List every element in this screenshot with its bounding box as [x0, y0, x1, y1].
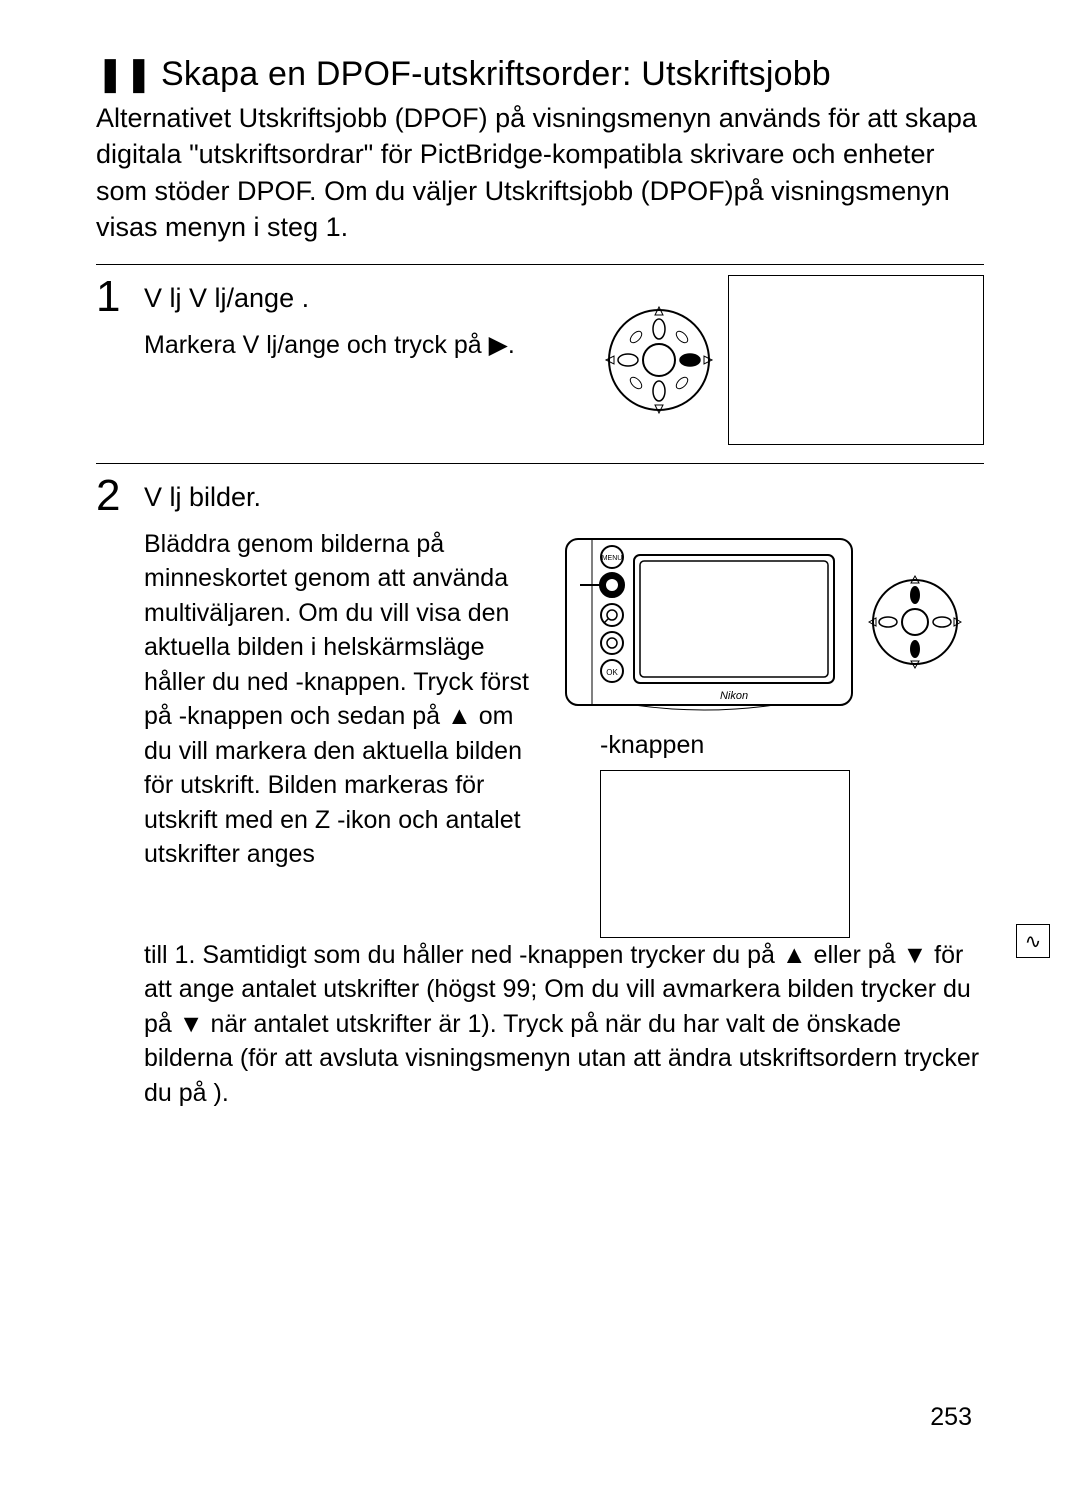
- step-2-heading: V lj bilder.: [144, 482, 984, 513]
- step-1-text-pre: Markera V lj/ange och tryck på: [144, 331, 489, 359]
- svg-text:MENU: MENU: [602, 555, 623, 562]
- svg-text:Nikon: Nikon: [720, 690, 748, 702]
- step-1-screen-placeholder: [728, 275, 984, 445]
- step-1-number: 1: [96, 275, 130, 445]
- step-2-body: V lj bilder. Bläddra genom bilderna på m…: [144, 474, 984, 1111]
- intro-paragraph: Alternativet Utskriftsjobb (DPOF) på vis…: [96, 100, 984, 246]
- svg-text:OK: OK: [606, 668, 618, 677]
- step-1: 1 V lj V lj/ange . Markera V lj/ange och…: [96, 275, 984, 445]
- side-tab-icon: ∿: [1016, 924, 1050, 958]
- cont-b: eller på: [807, 941, 903, 969]
- step-1-body: V lj V lj/ange . Markera V lj/ange och t…: [144, 275, 984, 445]
- cont-a: till 1. Samtidigt som du håller ned -kna…: [144, 941, 782, 969]
- step-2-screen-placeholder: [600, 770, 850, 938]
- page-number: 253: [930, 1403, 972, 1432]
- step-1-heading: V lj V lj/ange .: [144, 283, 586, 314]
- step-2: 2 V lj bilder. Bläddra genom bilderna på…: [96, 474, 984, 1111]
- camera-back-icon: MENU OK Nikon: [564, 527, 854, 717]
- up-triangle-icon: ▲: [447, 699, 472, 734]
- manual-page: ❚❚ Skapa en DPOF-utskriftsorder: Utskrif…: [0, 0, 1080, 1486]
- step-2-continuation: till 1. Samtidigt som du håller ned -kna…: [144, 938, 984, 1111]
- down-triangle-icon: ▼: [902, 938, 927, 973]
- cont-d: när antalet utskrifter är 1). Tryck på n…: [144, 1010, 979, 1107]
- step-1-text: Markera V lj/ange och tryck på ▶.: [144, 328, 586, 363]
- multi-selector-updown-icon: [868, 575, 962, 669]
- divider-2: [96, 463, 984, 464]
- multi-selector-icon: [604, 305, 714, 415]
- wave-icon: ∿: [1025, 929, 1042, 954]
- page-title-row: ❚❚ Skapa en DPOF-utskriftsorder: Utskrif…: [96, 54, 984, 94]
- title-bars-icon: ❚❚: [96, 54, 153, 94]
- knappen-label: -knappen: [600, 731, 984, 760]
- step-2-text: Bläddra genom bilderna på minneskortet g…: [144, 527, 546, 872]
- step-2-figures: MENU OK Nikon: [564, 527, 984, 938]
- step-2-number: 2: [96, 474, 130, 1111]
- down-triangle-icon-2: ▼: [179, 1007, 204, 1042]
- right-triangle-icon: ▶: [489, 328, 508, 363]
- divider-1: [96, 264, 984, 265]
- up-triangle-icon-2: ▲: [782, 938, 807, 973]
- page-title: Skapa en DPOF-utskriftsorder: Utskriftsj…: [161, 55, 831, 94]
- step-1-text-post: .: [508, 331, 515, 359]
